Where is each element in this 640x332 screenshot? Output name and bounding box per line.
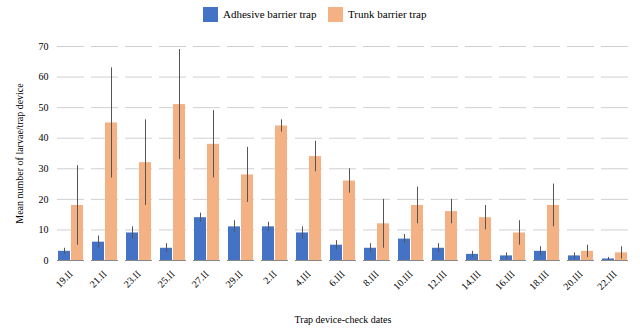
svg-text:6.III: 6.III [327,268,347,288]
svg-text:12.III: 12.III [425,268,449,292]
svg-text:27.II: 27.II [189,268,210,289]
svg-text:50: 50 [39,102,49,113]
svg-text:Mean number of larvae/trap dev: Mean number of larvae/trap device [14,83,25,224]
svg-text:29.II: 29.II [223,268,244,289]
svg-text:2.II: 2.II [261,268,279,286]
svg-text:19.II: 19.II [53,268,74,289]
svg-text:30: 30 [39,163,49,174]
html-text:Adhesive barrier trap: Adhesive barrier trap [223,8,317,21]
svg-text:8.III: 8.III [361,268,381,288]
svg-text:40: 40 [39,132,49,143]
svg-text:10.III: 10.III [391,268,415,292]
svg-text:20: 20 [39,194,49,205]
html-text:Trunk barrier trap: Trunk barrier trap [348,8,427,21]
svg-text:23.II: 23.II [121,268,142,289]
svg-text:20.III: 20.III [561,268,585,292]
svg-text:4.III: 4.III [293,268,313,288]
svg-text:16.III: 16.III [493,268,517,292]
svg-text:60: 60 [39,71,49,82]
svg-text:Trap device-check dates: Trap device-check dates [295,314,392,325]
svg-text:21.II: 21.II [87,268,108,289]
svg-text:14.III: 14.III [459,268,483,292]
svg-text:25.II: 25.II [155,268,176,289]
svg-text:70: 70 [39,41,49,52]
svg-text:18.III: 18.III [527,268,551,292]
svg-text:10: 10 [39,224,49,235]
svg-text:0: 0 [44,255,49,266]
svg-text:22.III: 22.III [595,268,619,292]
